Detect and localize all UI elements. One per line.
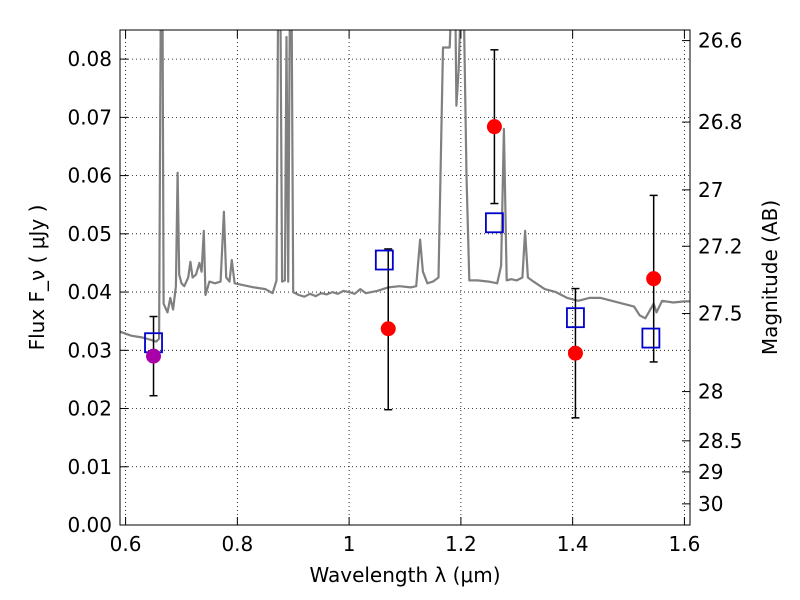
model-square-marker [485,212,504,234]
observed-circle-marker [486,119,502,135]
y-tick-label: 0.06 [67,164,112,188]
y-tick-label: 0.05 [67,222,112,246]
x-tick-label: 1.4 [557,532,589,556]
magnitude-axis-label: Magnitude (AB) [758,200,782,355]
magnitude-tick-label: 27.2 [698,234,743,258]
model-square-marker [641,327,661,349]
magnitude-tick-label: 27 [698,178,723,202]
plot-frame [119,29,691,526]
observed-circle-marker [567,345,583,361]
magnitude-tick-label: 29 [698,460,723,484]
y-tick-label: 0.01 [67,455,112,479]
x-axis-label: Wavelength λ (μm) [309,563,500,587]
y-axis-label: Flux F_ν ( μJy ) [25,205,49,351]
model-square-marker [374,249,394,271]
spectrum-line [120,30,690,343]
y-tick-label: 0.04 [67,280,112,304]
data-markers [144,119,662,364]
x-tick-label: 1 [343,532,356,556]
observed-circle-marker [146,348,162,364]
magnitude-tick-label: 28.5 [698,429,743,453]
magnitude-tick-label: 27.5 [698,302,743,326]
y-tick-label: 0.02 [67,397,112,421]
x-tick-label: 0.6 [110,532,142,556]
x-tick-label: 1.6 [669,532,701,556]
magnitude-tick-label: 26.8 [698,110,743,134]
y-tick-label: 0.03 [67,338,112,362]
spectrum-path [120,30,690,343]
magnitude-tick-label: 30 [698,492,723,516]
x-tick-label: 1.2 [445,532,477,556]
x-tick-label: 0.8 [221,532,253,556]
observed-circle-marker [380,321,396,337]
y-tick-label: 0.07 [67,105,112,129]
model-square-marker [566,307,585,329]
observed-circle-marker [646,271,662,287]
axis-ticks: 0.6 0.8 1 1.2 1.4 1.6 0.00 0.01 0.02 0.03 0.04 0.05… [67,29,742,556]
magnitude-tick-label: 28 [698,380,723,404]
y-tick-label: 0.00 [67,513,112,537]
y-tick-label: 0.08 [67,47,112,71]
magnitude-tick-label: 26.6 [698,29,743,53]
